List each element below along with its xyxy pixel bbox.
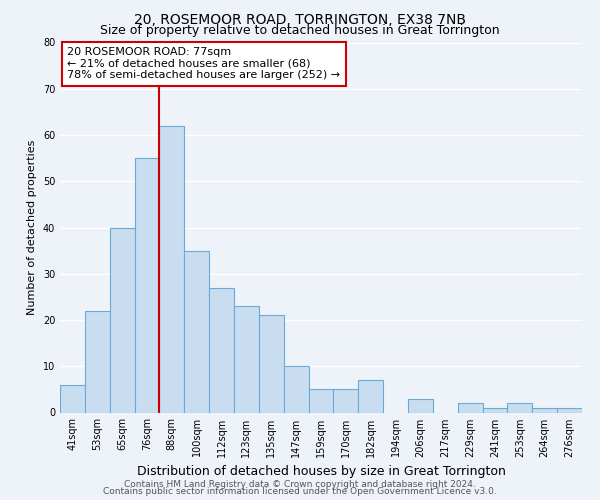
Text: Size of property relative to detached houses in Great Torrington: Size of property relative to detached ho… xyxy=(100,24,500,37)
Bar xyxy=(532,408,557,412)
Bar xyxy=(85,310,110,412)
Bar xyxy=(234,306,259,412)
Text: 20 ROSEMOOR ROAD: 77sqm
← 21% of detached houses are smaller (68)
78% of semi-de: 20 ROSEMOOR ROAD: 77sqm ← 21% of detache… xyxy=(67,47,341,80)
Bar xyxy=(482,408,508,412)
Bar xyxy=(458,403,482,412)
Bar xyxy=(134,158,160,412)
Y-axis label: Number of detached properties: Number of detached properties xyxy=(27,140,37,315)
Bar xyxy=(557,408,582,412)
Bar xyxy=(184,250,209,412)
Text: 20, ROSEMOOR ROAD, TORRINGTON, EX38 7NB: 20, ROSEMOOR ROAD, TORRINGTON, EX38 7NB xyxy=(134,12,466,26)
X-axis label: Distribution of detached houses by size in Great Torrington: Distribution of detached houses by size … xyxy=(137,465,505,478)
Text: Contains public sector information licensed under the Open Government Licence v3: Contains public sector information licen… xyxy=(103,487,497,496)
Bar xyxy=(209,288,234,412)
Bar xyxy=(160,126,184,412)
Bar xyxy=(334,390,358,412)
Bar xyxy=(408,398,433,412)
Text: Contains HM Land Registry data © Crown copyright and database right 2024.: Contains HM Land Registry data © Crown c… xyxy=(124,480,476,489)
Bar xyxy=(284,366,308,412)
Bar xyxy=(358,380,383,412)
Bar xyxy=(508,403,532,412)
Bar xyxy=(308,390,334,412)
Bar xyxy=(259,316,284,412)
Bar xyxy=(110,228,134,412)
Bar xyxy=(60,385,85,412)
